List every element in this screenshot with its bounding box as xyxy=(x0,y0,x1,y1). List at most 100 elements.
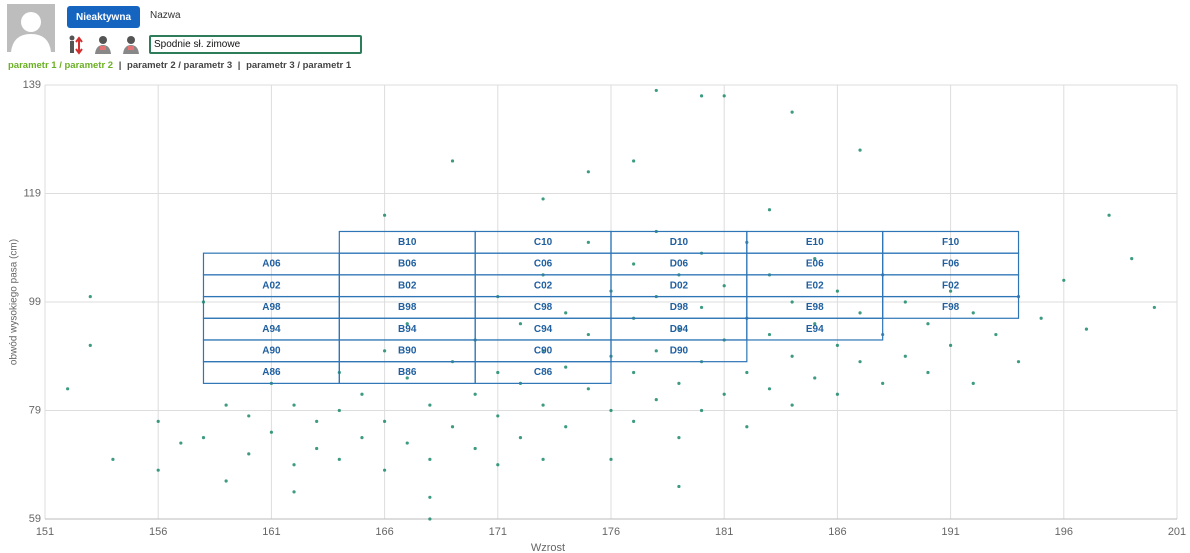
point xyxy=(111,458,114,461)
point xyxy=(225,403,228,406)
size-box-label: B06 xyxy=(398,259,417,270)
point xyxy=(926,322,929,325)
point xyxy=(700,306,703,309)
point xyxy=(858,360,861,363)
point xyxy=(587,241,590,244)
point xyxy=(315,447,318,450)
point xyxy=(700,94,703,97)
x-tick-label: 151 xyxy=(36,526,54,538)
point xyxy=(496,371,499,374)
point xyxy=(836,290,839,293)
point xyxy=(1040,317,1043,320)
point xyxy=(292,490,295,493)
size-box-label: B02 xyxy=(398,280,417,291)
point xyxy=(451,159,454,162)
tab[interactable]: parametr 2 / parametr 3 xyxy=(127,60,232,71)
point xyxy=(338,458,341,461)
point xyxy=(428,496,431,499)
person-icon[interactable] xyxy=(95,36,111,54)
point xyxy=(519,436,522,439)
tab-separator: | xyxy=(119,60,122,71)
point xyxy=(1107,214,1110,217)
size-box-label: E10 xyxy=(806,237,824,248)
point xyxy=(587,170,590,173)
size-box-label: F10 xyxy=(942,237,960,248)
point xyxy=(632,371,635,374)
chart: Wzrost obwód wysokiego pasa (cm) 5979991… xyxy=(0,0,1190,553)
x-tick-label: 176 xyxy=(602,526,620,538)
size-box-label: C86 xyxy=(534,367,553,378)
y-tick-label: 119 xyxy=(23,187,41,199)
point xyxy=(1153,306,1156,309)
point xyxy=(587,333,590,336)
size-box-label: D90 xyxy=(670,345,689,356)
point xyxy=(655,89,658,92)
size-box-label: C98 xyxy=(534,302,553,313)
point xyxy=(723,284,726,287)
point xyxy=(315,420,318,423)
point xyxy=(66,387,69,390)
size-box-label: F06 xyxy=(942,259,960,270)
point xyxy=(225,479,228,482)
point xyxy=(677,485,680,488)
name-label: Nazwa xyxy=(150,10,181,21)
point xyxy=(541,458,544,461)
x-tick-label: 191 xyxy=(941,526,959,538)
size-box-label: B10 xyxy=(398,237,417,248)
point xyxy=(428,403,431,406)
size-box-label: E06 xyxy=(806,259,824,270)
point xyxy=(655,398,658,401)
status-button[interactable]: Nieaktywna xyxy=(67,6,140,28)
point xyxy=(745,371,748,374)
point xyxy=(791,111,794,114)
point xyxy=(564,311,567,314)
point xyxy=(813,376,816,379)
size-box-label: A06 xyxy=(262,259,281,270)
tab[interactable]: parametr 1 / parametr 2 xyxy=(8,60,113,71)
point xyxy=(157,420,160,423)
size-box-label: B94 xyxy=(398,324,417,335)
point xyxy=(768,333,771,336)
point xyxy=(926,371,929,374)
size-box-label: D10 xyxy=(670,237,689,248)
point xyxy=(881,382,884,385)
person-icon[interactable] xyxy=(123,36,139,54)
point xyxy=(904,355,907,358)
point xyxy=(723,393,726,396)
x-tick-label: 196 xyxy=(1055,526,1073,538)
point xyxy=(451,425,454,428)
point xyxy=(519,322,522,325)
swap-icon[interactable] xyxy=(70,36,83,54)
point xyxy=(791,403,794,406)
x-axis-label: Wzrost xyxy=(531,542,565,553)
avatar[interactable] xyxy=(7,4,55,52)
point xyxy=(383,349,386,352)
point xyxy=(791,300,794,303)
point xyxy=(836,393,839,396)
y-tick-label: 59 xyxy=(29,513,41,525)
point xyxy=(768,387,771,390)
point xyxy=(745,425,748,428)
size-box-label: A86 xyxy=(262,367,281,378)
size-box-label: C10 xyxy=(534,237,553,248)
y-tick-label: 79 xyxy=(29,404,41,416)
point xyxy=(1017,360,1020,363)
tab-separator: | xyxy=(238,60,241,71)
name-input[interactable]: Spodnie sł. zimowe xyxy=(149,35,362,54)
point xyxy=(157,469,160,472)
point xyxy=(496,414,499,417)
y-tick-label: 139 xyxy=(23,79,41,91)
point xyxy=(270,431,273,434)
size-box-label: D02 xyxy=(670,280,689,291)
tab[interactable]: parametr 3 / parametr 1 xyxy=(246,60,351,71)
x-tick-label: 201 xyxy=(1168,526,1186,538)
x-tick-label: 156 xyxy=(149,526,167,538)
point xyxy=(609,458,612,461)
point xyxy=(541,197,544,200)
point xyxy=(972,311,975,314)
toolbar-icons xyxy=(66,34,144,56)
point xyxy=(247,414,250,417)
point xyxy=(474,447,477,450)
point xyxy=(406,441,409,444)
point xyxy=(858,311,861,314)
